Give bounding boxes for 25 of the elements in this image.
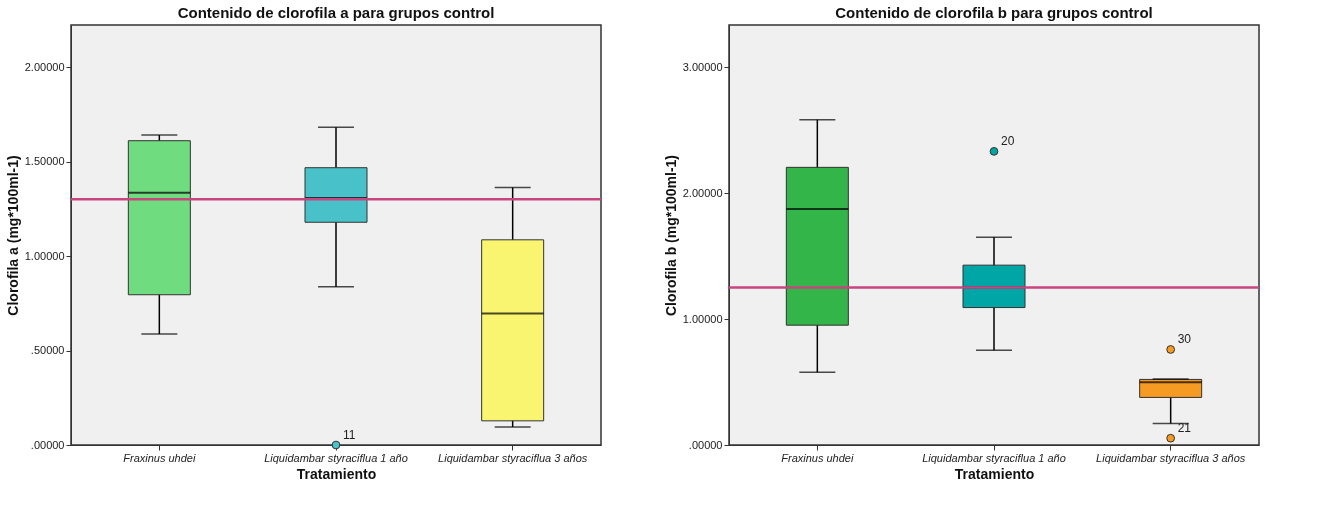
y-tick-label: 1.00000 [24, 249, 65, 262]
x-tick-label: Fraxinus uhdei [781, 451, 854, 464]
y-tick-label: .50000 [30, 344, 65, 357]
y-axis-title: Clorofila a (mg*100ml-1) [4, 155, 21, 316]
annotation: 21 [1177, 421, 1192, 436]
y-tick-label: 1.50000 [24, 155, 65, 168]
x-tick-label: Liquidambar styraciflua 1 año [264, 451, 408, 464]
x-tick-label: Fraxinus uhdei [123, 451, 196, 464]
chart-title: Contenido de clorofila a para grupos control [177, 4, 495, 21]
y-axis-title: Clorofila b (mg*100ml-1) [662, 154, 679, 317]
chart-title: Contenido de clorofila b para grupos control [835, 4, 1153, 21]
annotation: 20 [1001, 134, 1015, 149]
y-tick-label: 2.00000 [24, 60, 65, 73]
x-tick-label: Liquidambar styraciflua 1 año [922, 451, 1066, 464]
y-tick-label: 2.00000 [682, 186, 723, 199]
annotation: 30 [1177, 332, 1192, 347]
y-tick-label: .00000 [688, 438, 723, 451]
y-tick-label: .00000 [30, 438, 65, 451]
annotation: 11 [343, 428, 356, 442]
x-tick-label: Liquidambar styraciflua 3 años [438, 451, 588, 464]
y-tick-label: 3.00000 [682, 60, 723, 73]
y-tick-label: 1.00000 [682, 312, 723, 325]
x-axis-title: Tratamiento [296, 465, 377, 482]
x-axis-title: Tratamiento [954, 465, 1035, 482]
x-tick-label: Liquidambar styraciflua 3 años [1096, 451, 1246, 464]
